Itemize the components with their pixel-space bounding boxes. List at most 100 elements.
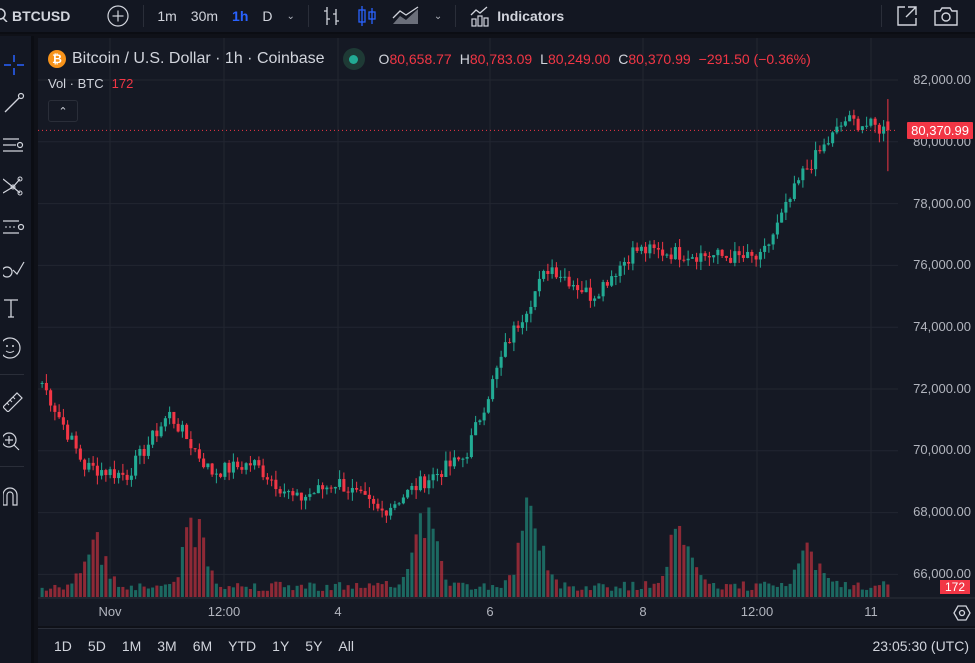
zoom-tool[interactable] [0,426,28,456]
symbol-title[interactable]: Bitcoin / U.S. Dollar · 1h · Coinbase [72,50,325,67]
chart-legend: ₿ Bitcoin / U.S. Dollar · 1h · Coinbase … [48,48,811,70]
smiley-icon [3,337,21,359]
chevron-down-icon: ⌄ [433,10,443,22]
magnet-tool[interactable] [0,481,28,511]
divider [0,374,24,375]
timeframe-d[interactable]: D [262,8,273,24]
range-5y[interactable]: 5Y [305,638,323,654]
divider [455,5,457,27]
range-ytd[interactable]: YTD [228,638,257,654]
price-label: 68,000.00 [913,504,971,519]
close-value: 80,370.99 [628,51,691,67]
time-label: Nov [98,604,122,619]
text-tool[interactable] [0,293,28,323]
emoji-tool[interactable] [0,333,28,363]
volume-legend[interactable]: Vol · BTC 172 [48,76,133,91]
range-1d[interactable]: 1D [54,638,72,654]
chevron-down-icon: ⌄ [286,10,295,22]
time-label: 12:00 [207,604,241,619]
ohlc-values: O80,658.77 H80,783.09 L80,249.00 C80,370… [378,51,811,67]
price-label: 70,000.00 [913,442,971,457]
open-new-window-button[interactable] [888,0,926,33]
high-value: 80,783.09 [469,51,533,67]
bars-style-icon [323,7,339,25]
crosshair-icon [4,55,24,75]
pattern-tool[interactable] [0,171,28,201]
change-value: −291.50 (−0.36%) [698,51,811,67]
indicators-button[interactable]: Indicators [462,0,571,33]
time-label: 4 [334,604,342,619]
divider [0,466,24,467]
collapse-legend-button[interactable]: ⌃ [48,100,78,122]
fib-tool[interactable] [0,131,28,161]
price-label: 74,000.00 [913,319,971,334]
low-value: 80,249.00 [547,51,611,67]
divider [307,5,309,27]
indicators-icon [470,6,489,27]
price-label: 76,000.00 [913,257,971,272]
search-icon [0,7,8,25]
utc-clock[interactable]: 23:05:30 (UTC) [872,638,969,654]
candles-style-button[interactable] [349,0,385,33]
range-3m[interactable]: 3M [157,638,177,654]
volume-label: Vol · BTC [48,76,104,91]
divider [143,5,145,27]
price-label: 72,000.00 [913,381,971,396]
zoom-in-icon [3,432,20,451]
price-label: 66,000.00 [913,566,971,581]
range-1y[interactable]: 1Y [272,638,290,654]
drawing-toolbar [0,36,34,663]
trend-line-icon [4,92,25,113]
symbol-label: BTCUSD [12,8,71,24]
status-dot-icon [349,54,359,64]
compare-add-button[interactable] [99,0,137,33]
crosshair-tool[interactable] [0,50,28,80]
volume-tag: 172 [939,580,970,594]
volume-value: 172 [111,76,134,91]
pattern-icon [3,176,23,196]
horizontal-lines-icon [3,138,24,152]
price-label: 78,000.00 [913,196,971,211]
timeframe-1m[interactable]: 1m [157,8,177,24]
timeframe-dropdown[interactable]: ⌄ [280,0,302,33]
bitcoin-icon: ₿ [48,50,66,68]
price-label: 82,000.00 [913,72,971,87]
open-value: 80,658.77 [389,51,452,67]
candles-icon [358,6,376,26]
forecast-icon [3,220,25,234]
time-label: 11 [864,604,878,619]
ruler-icon [3,392,23,412]
brush-icon [3,261,25,278]
market-open-indicator[interactable] [342,48,365,70]
measure-tool[interactable] [0,386,28,416]
timeframe-30m[interactable]: 30m [190,8,219,24]
external-link-icon [897,6,917,26]
timeframe-1h[interactable]: 1h [232,8,249,24]
projection-tool[interactable] [0,212,28,242]
text-icon [4,299,18,318]
brush-tool[interactable] [0,252,28,282]
bottom-toolbar: 1D 5D 1M 3M 6M YTD 1Y 5Y All 23:05:30 (U… [38,628,975,663]
range-1m[interactable]: 1M [121,638,142,654]
chart-pane[interactable]: ₿ Bitcoin / U.S. Dollar · 1h · Coinbase … [38,38,975,626]
settings-hexagon-icon [953,605,971,621]
time-label: 8 [639,604,647,619]
range-6m[interactable]: 6M [192,638,213,654]
top-toolbar: BTCUSD 1m 30m 1h D ⌄ ⌄ Indicators [0,0,975,34]
screenshot-button[interactable] [926,0,966,33]
range-all[interactable]: All [338,638,354,654]
symbol-search[interactable]: BTCUSD [0,0,77,33]
area-style-button[interactable] [385,0,427,33]
candlestick-chart[interactable] [38,38,975,626]
bar-replay-button[interactable] [315,0,349,33]
range-5d[interactable]: 5D [87,638,106,654]
plus-circle-icon [107,5,129,27]
chevron-up-icon: ⌃ [58,105,68,118]
trend-line-tool[interactable] [0,88,28,118]
divider [881,5,883,27]
area-chart-icon [392,6,419,24]
chart-style-dropdown[interactable]: ⌄ [427,0,449,33]
last-price-tag: 80,370.99 [907,122,973,139]
magnet-icon [3,487,18,506]
indicators-label: Indicators [497,8,565,24]
